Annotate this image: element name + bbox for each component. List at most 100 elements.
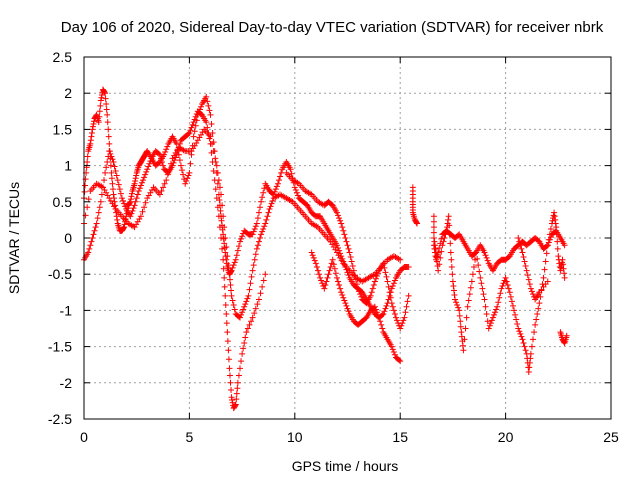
data-point — [160, 162, 167, 169]
data-point — [128, 193, 135, 200]
data-point — [104, 192, 111, 199]
data-point — [196, 134, 203, 141]
data-point — [127, 196, 134, 203]
data-point — [488, 317, 495, 324]
data-point — [142, 171, 149, 178]
data-point — [102, 90, 109, 97]
data-point — [87, 242, 94, 249]
data-point — [138, 179, 145, 186]
series-trace-d — [283, 169, 412, 332]
data-point — [214, 204, 221, 211]
data-point — [88, 133, 95, 140]
data-point — [266, 206, 273, 213]
data-point — [485, 325, 492, 332]
data-point — [440, 238, 447, 245]
data-point — [338, 289, 345, 296]
data-point — [311, 257, 318, 264]
data-point — [291, 184, 298, 191]
data-point — [342, 300, 349, 307]
data-point — [106, 140, 113, 147]
data-point — [239, 233, 246, 240]
data-point — [104, 119, 111, 126]
data-point — [252, 223, 259, 230]
data-point — [166, 166, 173, 173]
data-point — [90, 120, 97, 127]
data-point — [107, 162, 114, 169]
data-point — [98, 92, 105, 99]
data-point — [497, 290, 504, 297]
data-points — [81, 86, 570, 412]
data-point — [247, 280, 254, 287]
data-point — [463, 314, 470, 321]
data-point — [482, 252, 489, 259]
data-point — [89, 235, 96, 241]
data-point — [372, 306, 379, 313]
data-point — [84, 204, 91, 211]
data-point — [318, 277, 325, 284]
data-point — [447, 249, 454, 256]
data-point — [156, 191, 163, 198]
data-point — [96, 204, 103, 211]
data-point — [467, 284, 474, 291]
data-point — [210, 168, 217, 175]
data-point — [344, 305, 351, 312]
data-point — [192, 122, 199, 129]
data-point — [251, 225, 258, 232]
data-point — [450, 282, 457, 289]
data-point — [137, 213, 144, 220]
data-point — [187, 160, 194, 167]
data-point — [515, 235, 522, 241]
data-point — [375, 311, 382, 318]
data-point — [546, 231, 553, 238]
data-point — [127, 213, 134, 220]
data-point — [249, 231, 256, 238]
data-point — [221, 224, 228, 231]
data-point — [397, 358, 404, 365]
data-point — [431, 238, 438, 245]
data-point — [258, 231, 265, 238]
data-point — [446, 231, 453, 238]
data-point — [108, 169, 115, 176]
data-point — [476, 268, 483, 275]
data-point — [458, 333, 465, 340]
data-point — [456, 307, 463, 314]
data-point — [163, 146, 170, 153]
data-point — [225, 262, 232, 269]
data-point — [479, 285, 486, 292]
data-point — [333, 274, 340, 281]
data-point — [388, 300, 395, 307]
data-point — [388, 285, 395, 292]
data-point — [319, 280, 326, 287]
y-tick-label: 1 — [64, 158, 72, 174]
data-point — [109, 180, 116, 187]
data-point — [191, 116, 198, 123]
data-point — [433, 249, 440, 256]
data-point — [335, 212, 342, 219]
data-point — [160, 184, 167, 191]
data-point — [94, 215, 101, 222]
data-point — [103, 164, 110, 171]
data-point — [340, 294, 347, 301]
data-point — [227, 282, 234, 289]
data-point — [333, 209, 340, 216]
data-point — [255, 238, 262, 245]
data-point — [176, 140, 183, 147]
data-point — [544, 278, 551, 285]
data-point — [351, 272, 358, 279]
data-point — [389, 282, 396, 289]
data-point — [397, 256, 404, 263]
data-point — [386, 289, 393, 296]
data-point — [141, 174, 148, 181]
data-point — [506, 289, 513, 296]
data-point — [356, 288, 363, 295]
data-point — [133, 195, 140, 202]
data-point — [540, 274, 547, 281]
data-point — [216, 184, 223, 191]
data-point — [97, 198, 104, 205]
data-point — [140, 177, 147, 184]
data-point — [522, 263, 529, 270]
data-point — [475, 262, 482, 269]
data-point — [236, 314, 243, 321]
data-point — [222, 292, 229, 299]
data-point — [447, 240, 454, 247]
